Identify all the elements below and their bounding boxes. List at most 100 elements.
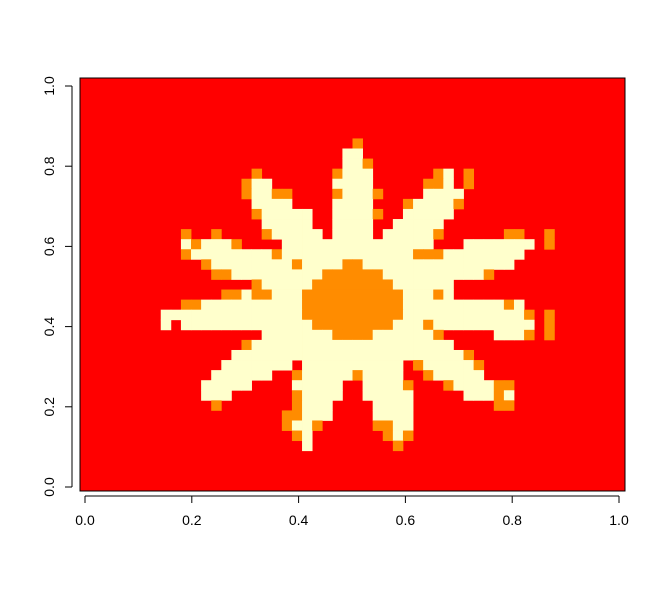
heatmap-cell (352, 360, 363, 371)
heatmap-cell (271, 360, 283, 371)
heatmap-cell (160, 319, 172, 331)
heatmap-cell (312, 289, 323, 301)
heatmap-cell (342, 299, 353, 311)
heatmap-cell (423, 198, 434, 210)
heatmap-cell (483, 380, 495, 391)
heatmap-cell (342, 219, 353, 230)
heatmap-cell (291, 299, 303, 311)
heatmap-cell (402, 289, 414, 301)
heatmap-cell (423, 269, 434, 280)
heatmap-cell (402, 279, 414, 290)
heatmap-cell (342, 289, 353, 301)
heatmap-cell (191, 299, 202, 311)
heatmap-cell (302, 249, 313, 260)
heatmap-cell (271, 198, 283, 210)
heatmap-cell (362, 309, 374, 321)
heatmap-cell (332, 349, 343, 361)
heatmap-cell (342, 168, 353, 180)
heatmap-cell (291, 229, 303, 240)
x-tick-label: 0.8 (502, 512, 522, 528)
heatmap-cell (413, 208, 424, 220)
heatmap-cell (322, 309, 333, 321)
heatmap-cell (281, 249, 293, 260)
heatmap-cell (160, 309, 172, 321)
heatmap-cell (433, 219, 444, 230)
heatmap-cell (493, 309, 505, 321)
heatmap-cell (261, 309, 273, 321)
heatmap-cell (281, 188, 293, 200)
heatmap-cell (402, 269, 414, 280)
heatmap-cell (423, 219, 434, 230)
heatmap-cell (352, 208, 363, 220)
heatmap-cell (362, 329, 374, 341)
heatmap-cell (352, 229, 363, 240)
heatmap-cell (453, 319, 464, 331)
heatmap-cell (413, 319, 424, 331)
heatmap-cell (453, 269, 464, 280)
heatmap-cell (402, 430, 414, 442)
heatmap-cell (231, 319, 242, 331)
heatmap-cell (402, 198, 414, 210)
heatmap-cell (231, 380, 242, 391)
heatmap-cell (443, 349, 454, 361)
heatmap-cell (372, 339, 384, 351)
heatmap-cell (312, 279, 323, 290)
heatmap-cell (392, 380, 404, 391)
heatmap-cell (372, 239, 384, 250)
heatmap-cell (392, 259, 404, 270)
x-tick-label: 0.0 (75, 512, 95, 528)
heatmap-cell (443, 208, 454, 220)
heatmap-cell (352, 349, 363, 361)
heatmap-cell (423, 329, 434, 341)
heatmap-cell (332, 339, 343, 351)
heatmap-cell (362, 319, 374, 331)
heatmap-cell (241, 188, 252, 200)
heatmap-cell (352, 148, 363, 159)
heatmap-cell (433, 249, 444, 260)
heatmap-cell (291, 349, 303, 361)
heatmap-cell (392, 239, 404, 250)
heatmap-cell (362, 339, 374, 351)
heatmap-cell (423, 208, 434, 220)
heatmap-cell (473, 319, 485, 331)
plot-frame (79, 77, 626, 492)
heatmap-cell (372, 309, 384, 321)
heatmap-cell (302, 289, 313, 301)
heatmap-cell (453, 198, 464, 210)
heatmap-cell (423, 239, 434, 250)
heatmap-cell (443, 339, 454, 351)
heatmap-cell (261, 219, 273, 230)
heatmap-cell (382, 229, 394, 240)
heatmap-cell (291, 259, 303, 270)
heatmap-cell (453, 299, 464, 311)
heatmap-cell (503, 329, 515, 341)
heatmap-cell (221, 249, 232, 260)
heatmap-cell (413, 279, 424, 290)
heatmap-cell (402, 339, 414, 351)
heatmap-cell (322, 259, 333, 270)
heatmap-cell (392, 390, 404, 401)
heatmap-cell (352, 370, 363, 381)
y-tick-label: 0.6 (41, 236, 57, 256)
heatmap-cell (402, 329, 414, 341)
heatmap-cell (221, 360, 232, 371)
heatmap-cell (503, 380, 515, 391)
heatmap-cell (241, 380, 252, 391)
heatmap-cell (463, 390, 475, 401)
heatmap-cell (423, 188, 434, 200)
heatmap-cell (322, 339, 333, 351)
heatmap-cell (443, 299, 454, 311)
heatmap-cell (503, 239, 515, 250)
heatmap-cell (241, 360, 252, 371)
heatmap-cell (332, 309, 343, 321)
heatmap-cell (382, 349, 394, 361)
heatmap-cell (302, 259, 313, 270)
heatmap-cell (453, 370, 464, 381)
heatmap-cell (302, 339, 313, 351)
heatmap-cell (463, 360, 475, 371)
heatmap-cell (433, 339, 444, 351)
heatmap-cell (443, 249, 454, 260)
heatmap-cell (281, 299, 293, 311)
heatmap-cell (261, 279, 273, 290)
heatmap-cell (302, 269, 313, 280)
